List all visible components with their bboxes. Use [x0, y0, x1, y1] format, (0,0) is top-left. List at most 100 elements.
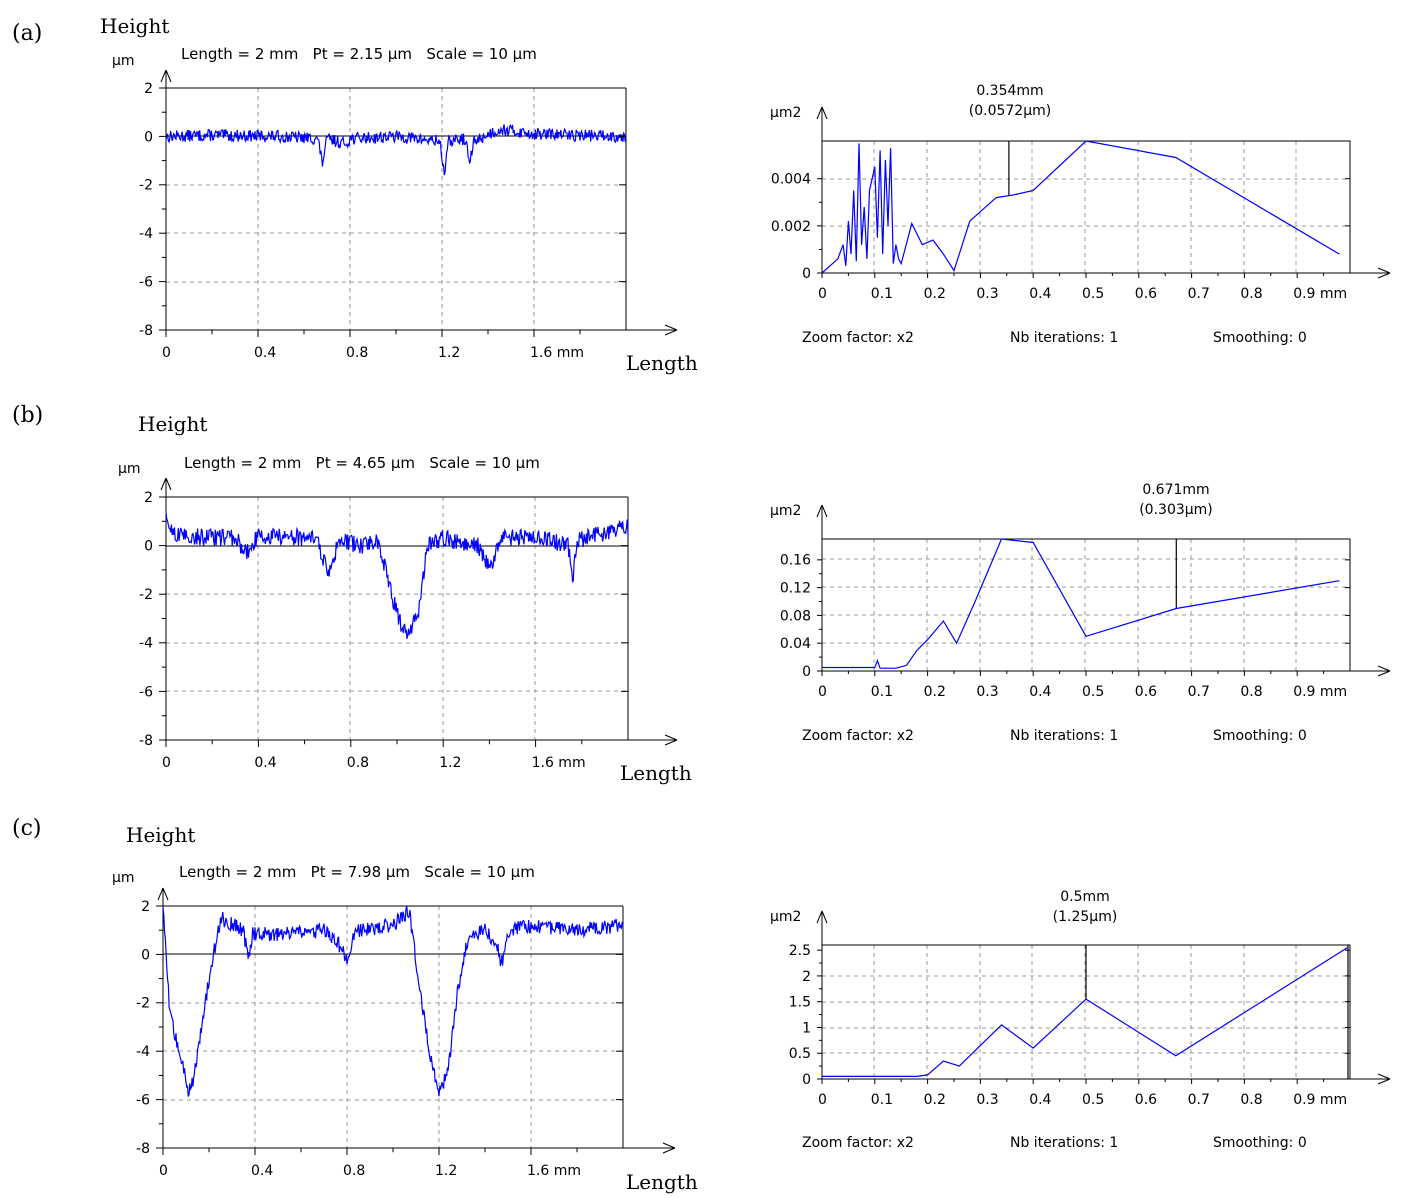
y-tick-label: -6 [136, 1093, 150, 1109]
smoothing-label: Smoothing: 0 [1213, 728, 1307, 744]
y-tick-label: 2 [802, 969, 811, 985]
x-tick-label: 0.2 [924, 1092, 946, 1108]
marker-value-label: (1.25µm) [1053, 909, 1118, 925]
x-tick-label: 0.4 [1029, 1092, 1051, 1108]
y-tick-label: -2 [136, 996, 150, 1012]
y-axis-title: Height [100, 14, 169, 38]
marker-position-label: 0.5mm [1060, 889, 1110, 905]
profile-axes: 0 0.4 0.8 1.2 1.6 mm 2 0 -2 -4 -6 -8 [136, 899, 623, 1179]
marker-value-label: (0.0572µm) [969, 103, 1051, 119]
y-unit-label: µm2 [770, 105, 801, 121]
y-tick-label: 0 [144, 539, 153, 555]
x-tick-label: 0 [818, 1092, 827, 1108]
y-unit-label: µm [112, 53, 135, 69]
x-tick-label: 0 [162, 345, 171, 361]
x-tick-label: 0.8 [347, 755, 369, 771]
panel-b: (b) Height µm Length = 2 mm Pt = 4.65 µm… [12, 403, 1391, 785]
x-tick-label: 0.7 [1188, 1092, 1210, 1108]
zoom-factor-label: Zoom factor: x2 [802, 728, 914, 744]
y-tick-label: -2 [139, 178, 153, 194]
x-tick-label: 0.1 [871, 684, 893, 700]
x-tick-label: 0.7 [1188, 684, 1210, 700]
y-tick-label: -8 [136, 1141, 150, 1157]
gridlines [822, 539, 1350, 671]
gridlines [163, 906, 623, 1148]
x-tick-label: 0.3 [976, 286, 998, 302]
x-tick-label: 1.6 mm [527, 1163, 581, 1179]
spectrum-chart: µm2 0.671mm [770, 482, 1391, 744]
x-tick-label: 0.6 [1135, 1092, 1157, 1108]
x-tick-label: 1.2 [438, 345, 460, 361]
x-tick-label: 0.9 mm [1293, 684, 1347, 700]
y-tick-label: 1.5 [789, 995, 811, 1011]
x-tick-label: 0.9 mm [1293, 286, 1347, 302]
y-tick-label: 0 [802, 266, 811, 282]
y-tick-label: 0.12 [780, 581, 811, 597]
y-tick-label: 0.04 [780, 636, 811, 652]
x-tick-label: 1.6 mm [530, 345, 584, 361]
x-tick-label: 0.4 [251, 1163, 273, 1179]
x-tick-label: 0.4 [254, 345, 276, 361]
marker-position-label: 0.671mm [1142, 482, 1209, 498]
x-tick-label: 0 [818, 684, 827, 700]
y-tick-label: 2 [144, 81, 153, 97]
y-tick-label: 0.004 [771, 172, 811, 188]
x-axis-title: Length [620, 761, 692, 785]
y-tick-label: -8 [139, 323, 153, 339]
y-tick-label: 0 [802, 664, 811, 680]
x-tick-label: 0 [818, 286, 827, 302]
spectrum-chart: µm2 0.354mm (0.0572µm) [770, 83, 1391, 346]
chart-header: Length = 2 mm Pt = 2.15 µm Scale = 10 µm [181, 45, 537, 63]
x-tick-label: 0.6 [1135, 684, 1157, 700]
y-tick-label: 1 [802, 1020, 811, 1036]
x-tick-label: 1.2 [439, 755, 461, 771]
profile-trace [165, 123, 627, 176]
y-tick-label: 0.08 [780, 608, 811, 624]
panel-label: (c) [12, 816, 42, 841]
x-tick-label: 0 [162, 755, 171, 771]
x-tick-label: 0.5 [1082, 684, 1104, 700]
marker-position-label: 0.354mm [976, 83, 1043, 99]
profile-axes: 0 0.4 0.8 1.2 1.6 mm 2 0 -2 -4 -6 -8 [139, 81, 626, 361]
x-tick-label: 1.6 mm [532, 755, 586, 771]
x-tick-label: 0.5 [1082, 286, 1104, 302]
x-tick-label: 0.1 [871, 1092, 893, 1108]
y-axis-title: Height [138, 412, 207, 436]
y-tick-label: 2 [144, 490, 153, 506]
panel-label: (b) [12, 403, 43, 428]
zoom-factor-label: Zoom factor: x2 [802, 330, 914, 346]
y-tick-label: -8 [139, 733, 153, 749]
spectrum-axes: 0 0.1 0.2 0.3 0.4 0.5 0.6 0.7 0.8 0.9 mm 0 0.002 0.0… [771, 172, 1350, 302]
y-tick-label: -4 [136, 1044, 150, 1060]
panel-a: (a) Height µm Length = 2 mm Pt = 2.15 µm… [12, 14, 1391, 375]
profile-trace [162, 905, 624, 1097]
y-unit-label: µm [118, 461, 141, 477]
spectrum-chart: µm2 0.5 [770, 889, 1391, 1151]
iterations-label: Nb iterations: 1 [1010, 1135, 1118, 1151]
x-tick-label: 0.7 [1188, 286, 1210, 302]
gridlines [166, 497, 628, 740]
profile-axes: 0 0.4 0.8 1.2 1.6 mm 2 0 -2 -4 -6 -8 [139, 490, 628, 771]
y-tick-label: -4 [139, 226, 153, 242]
gridlines [822, 141, 1350, 273]
zoom-factor-label: Zoom factor: x2 [802, 1135, 914, 1151]
y-tick-label: -2 [139, 587, 153, 603]
plot-frame [821, 140, 1351, 274]
x-axis-title: Length [626, 1170, 698, 1194]
spectrum-axes: 0 0.1 0.2 0.3 0.4 0.5 0.6 0.7 0.8 0.9 mm 0 0.5 1 1.5 2… [789, 943, 1350, 1108]
x-tick-label: 0.4 [254, 755, 276, 771]
iterations-label: Nb iterations: 1 [1010, 330, 1118, 346]
smoothing-label: Smoothing: 0 [1213, 330, 1307, 346]
x-tick-label: 0.4 [1029, 684, 1051, 700]
spectrum-trace [822, 538, 1340, 669]
panel-label: (a) [12, 21, 42, 46]
y-unit-label: µm [112, 870, 135, 886]
marker-value-label: (0.303µm) [1139, 502, 1213, 518]
x-tick-label: 0.8 [1240, 1092, 1262, 1108]
x-tick-label: 0.2 [924, 286, 946, 302]
x-tick-label: 0.4 [1029, 286, 1051, 302]
y-tick-label: 0.002 [771, 219, 811, 235]
profile-trace [165, 512, 629, 639]
x-tick-label: 1.2 [435, 1163, 457, 1179]
